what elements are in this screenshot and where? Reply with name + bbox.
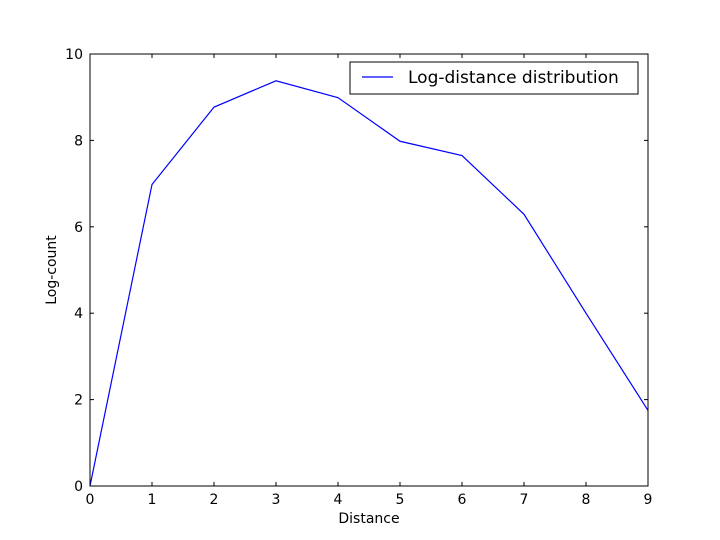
y-tick-label: 6: [74, 220, 83, 236]
x-tick-label: 0: [86, 492, 95, 508]
x-tick-label: 3: [272, 492, 281, 508]
x-tick-label: 9: [644, 492, 653, 508]
x-tick-label: 6: [458, 492, 467, 508]
y-tick-label: 0: [74, 479, 83, 495]
x-tick-label: 7: [520, 492, 529, 508]
plot-area: [90, 54, 648, 486]
y-tick-label: 4: [74, 306, 83, 322]
y-tick-label: 2: [74, 393, 83, 409]
x-tick-label: 5: [396, 492, 405, 508]
x-axis-title: Distance: [338, 511, 399, 527]
legend-label: Log-distance distribution: [408, 68, 619, 88]
legend-box: [349, 61, 639, 95]
y-tick-label: 10: [65, 47, 83, 63]
x-tick-label: 8: [582, 492, 591, 508]
legend: Log-distance distribution: [349, 61, 639, 95]
series-layer: [89, 80, 649, 487]
y-tick-label: 8: [74, 133, 83, 149]
y-axis-title: Log-count: [44, 235, 60, 305]
plot-frame: [89, 53, 649, 487]
ticks-layer: 0 1 2 3 4 5 6 7 8 9 0 2 4 6 8 10: [65, 47, 652, 508]
series-line-0: [89, 80, 649, 487]
x-tick-label: 4: [334, 492, 343, 508]
x-tick-label: 1: [148, 492, 157, 508]
x-tick-label: 2: [210, 492, 219, 508]
